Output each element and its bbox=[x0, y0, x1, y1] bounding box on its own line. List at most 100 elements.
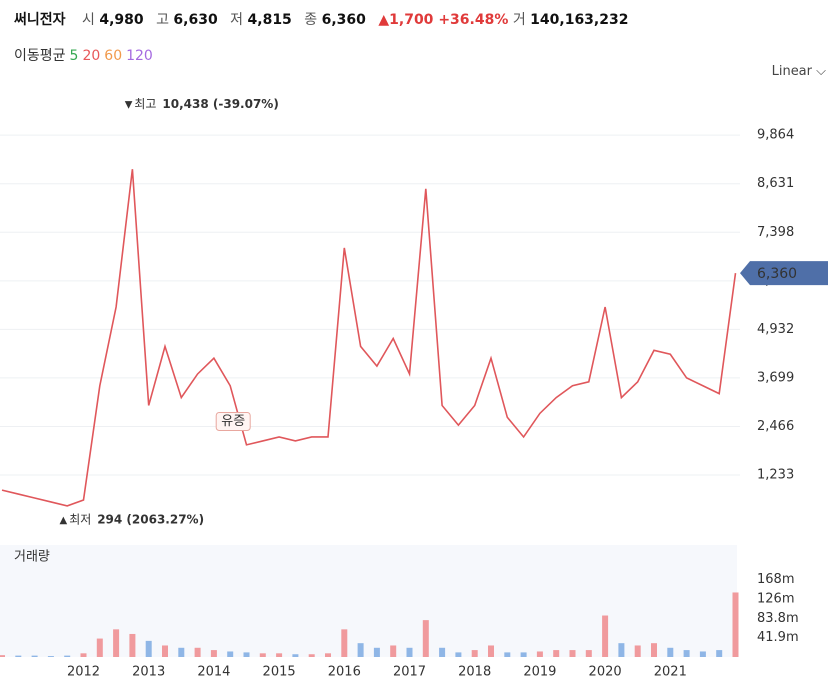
volume-bar bbox=[178, 647, 185, 657]
volume-bar bbox=[569, 650, 576, 657]
x-tick-label: 2020 bbox=[589, 665, 622, 680]
volume-bar bbox=[194, 647, 201, 657]
y-tick-label: 7,398 bbox=[757, 225, 794, 240]
annotation-arrow: ▲ bbox=[59, 515, 67, 526]
x-tick-label: 2015 bbox=[263, 665, 296, 680]
x-tick-label: 2013 bbox=[132, 665, 165, 680]
y-tick-label: 3,699 bbox=[757, 370, 794, 385]
volume: 140,163,232 bbox=[530, 12, 629, 28]
low: 4,815 bbox=[247, 12, 292, 28]
ma-item: 20 bbox=[82, 48, 101, 64]
close: 6,360 bbox=[321, 12, 366, 28]
x-tick-label: 2016 bbox=[328, 665, 361, 680]
y-tick-label: 8,631 bbox=[757, 176, 794, 191]
volume-bar bbox=[227, 651, 234, 657]
ma-title: 이동평균 bbox=[14, 48, 66, 64]
price-badge-label: 6,360 bbox=[757, 266, 797, 282]
annotation-value: 294 (2063.27%) bbox=[97, 513, 204, 527]
low-label: 저 bbox=[230, 12, 244, 28]
volume-bar bbox=[716, 650, 723, 657]
annotation-label: 최고 bbox=[134, 97, 156, 111]
volume-bar bbox=[113, 629, 120, 657]
volume-tick-label: 83.8m bbox=[757, 611, 799, 626]
volume-bar bbox=[585, 650, 592, 657]
volume-bar bbox=[292, 654, 299, 657]
volume-bar bbox=[210, 650, 217, 657]
change: ▲1,700 +36.48% bbox=[378, 12, 509, 28]
volume-bar bbox=[259, 653, 266, 657]
close-label: 종 bbox=[304, 12, 318, 28]
annotation-label: 유증 bbox=[221, 414, 245, 429]
volume-bar bbox=[308, 654, 315, 657]
annotation: ▼ 최고 10,438 (-39.07%) bbox=[125, 97, 279, 111]
x-tick-label: 2014 bbox=[197, 665, 230, 680]
x-tick-label: 2018 bbox=[458, 665, 491, 680]
volume-bar bbox=[683, 650, 690, 657]
annotation-label: 최저 bbox=[69, 513, 91, 527]
header: 써니전자 시 4,980 고 6,630 저 4,815 종 6,360 ▲1,… bbox=[14, 9, 636, 29]
y-tick-label: 2,466 bbox=[757, 419, 794, 434]
volume-bar bbox=[15, 655, 22, 657]
ma-legend: 이동평균 5 20 60 120 bbox=[14, 45, 153, 65]
volume-bar bbox=[651, 643, 657, 657]
change-pct: +36.48% bbox=[438, 12, 509, 28]
volume-bar bbox=[162, 645, 168, 657]
volume-bar bbox=[634, 645, 641, 657]
volume-bar bbox=[406, 647, 413, 657]
price-line bbox=[1, 169, 737, 507]
x-tick-label: 2021 bbox=[654, 665, 687, 680]
volume-bar bbox=[504, 652, 511, 657]
scale-toggle[interactable]: Linear ⌵ bbox=[771, 64, 826, 79]
volume-bar bbox=[422, 620, 429, 657]
ma-item: 120 bbox=[126, 48, 153, 64]
volume-bar bbox=[602, 615, 609, 657]
volume-bar bbox=[732, 592, 739, 657]
annotation-arrow: ▼ bbox=[125, 100, 133, 111]
stock-name: 써니전자 bbox=[14, 12, 66, 28]
annotation-box bbox=[215, 411, 251, 431]
scale-label: Linear bbox=[771, 64, 812, 79]
volume-bar bbox=[536, 651, 543, 657]
y-tick-label: 9,864 bbox=[757, 128, 794, 143]
x-tick-label: 2012 bbox=[67, 665, 100, 680]
volume-bar bbox=[488, 645, 494, 657]
volume-bar bbox=[129, 633, 136, 657]
open-label: 시 bbox=[81, 12, 95, 28]
annotation: 유증 bbox=[215, 411, 251, 431]
annotation-value: 10,438 (-39.07%) bbox=[162, 97, 278, 111]
high-label: 고 bbox=[156, 12, 169, 28]
volume-bar bbox=[80, 653, 87, 657]
change-value: 1,700 bbox=[389, 12, 434, 28]
ma-item: 5 bbox=[69, 48, 79, 64]
volume-bar bbox=[341, 629, 348, 657]
volume-bar bbox=[325, 653, 331, 657]
volume-panel bbox=[0, 545, 737, 657]
volume-bar bbox=[373, 647, 380, 657]
volume-bar bbox=[553, 650, 560, 657]
volume-bar bbox=[31, 655, 38, 657]
volume-bar bbox=[276, 653, 283, 657]
volume-bar bbox=[699, 651, 706, 657]
high: 6,630 bbox=[173, 12, 218, 28]
x-tick-label: 2017 bbox=[393, 665, 426, 680]
volume-bar bbox=[47, 656, 54, 657]
volume-bar bbox=[390, 645, 397, 657]
volume-bar bbox=[0, 655, 5, 657]
volume-tick-label: 126m bbox=[757, 591, 794, 606]
y-tick-label: 4,932 bbox=[757, 322, 794, 337]
volume-bar bbox=[96, 638, 103, 657]
volume-bar bbox=[667, 647, 674, 657]
volume-bar bbox=[471, 650, 478, 657]
x-tick-label: 2019 bbox=[523, 665, 556, 680]
volume-bar bbox=[455, 652, 462, 657]
volume-bar bbox=[439, 647, 446, 657]
volume-title: 거래량 bbox=[14, 550, 50, 565]
open: 4,980 bbox=[99, 12, 144, 28]
ma-item: 60 bbox=[104, 48, 123, 64]
volume-bar bbox=[520, 652, 527, 657]
volume-bar bbox=[64, 655, 71, 657]
y-tick-label: 1,233 bbox=[757, 468, 794, 483]
volume-label: 거 bbox=[512, 12, 526, 28]
annotation: ▲ 최저 294 (2063.27%) bbox=[59, 513, 204, 527]
